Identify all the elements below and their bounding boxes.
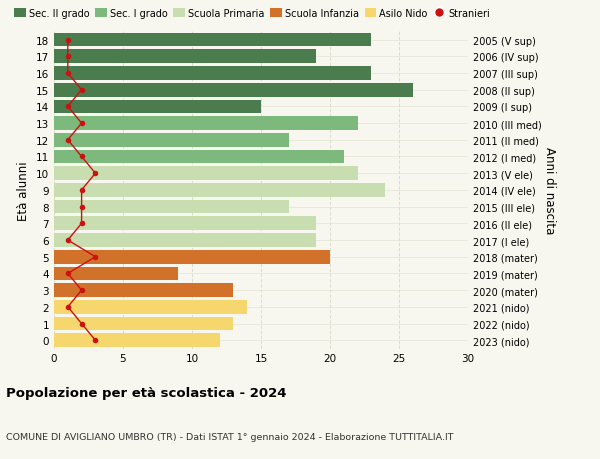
Bar — [54, 134, 289, 147]
Point — [63, 270, 73, 278]
Point — [63, 303, 73, 311]
Point — [77, 87, 86, 94]
Point — [77, 320, 86, 328]
Point — [77, 203, 86, 211]
Point — [77, 220, 86, 228]
Bar — [54, 50, 316, 64]
Bar — [54, 250, 330, 264]
Bar — [54, 334, 220, 347]
Bar — [54, 150, 344, 164]
Bar — [54, 267, 178, 280]
Legend: Sec. II grado, Sec. I grado, Scuola Primaria, Scuola Infanzia, Asilo Nido, Stran: Sec. II grado, Sec. I grado, Scuola Prim… — [10, 5, 494, 22]
Bar — [54, 200, 289, 214]
Point — [91, 337, 100, 344]
Y-axis label: Età alunni: Età alunni — [17, 161, 31, 220]
Bar — [54, 234, 316, 247]
Text: Popolazione per età scolastica - 2024: Popolazione per età scolastica - 2024 — [6, 386, 287, 399]
Point — [63, 37, 73, 44]
Point — [77, 187, 86, 194]
Bar — [54, 184, 385, 197]
Point — [77, 153, 86, 161]
Text: COMUNE DI AVIGLIANO UMBRO (TR) - Dati ISTAT 1° gennaio 2024 - Elaborazione TUTTI: COMUNE DI AVIGLIANO UMBRO (TR) - Dati IS… — [6, 431, 454, 441]
Point — [63, 237, 73, 244]
Point — [63, 103, 73, 111]
Point — [91, 253, 100, 261]
Bar — [54, 167, 358, 181]
Bar — [54, 217, 316, 231]
Bar — [54, 317, 233, 330]
Point — [77, 120, 86, 128]
Point — [63, 53, 73, 61]
Point — [63, 70, 73, 78]
Bar — [54, 101, 261, 114]
Point — [63, 137, 73, 144]
Bar — [54, 300, 247, 314]
Bar — [54, 84, 413, 97]
Y-axis label: Anni di nascita: Anni di nascita — [542, 147, 556, 234]
Point — [77, 287, 86, 294]
Bar — [54, 34, 371, 47]
Bar — [54, 67, 371, 81]
Bar — [54, 284, 233, 297]
Bar — [54, 117, 358, 131]
Point — [91, 170, 100, 178]
